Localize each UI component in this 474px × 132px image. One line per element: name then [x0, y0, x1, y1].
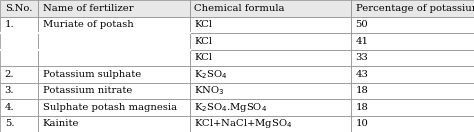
- Text: 18: 18: [356, 103, 368, 112]
- Bar: [38, 16, 190, 33]
- Text: 10: 10: [356, 119, 368, 128]
- Text: 1.: 1.: [5, 20, 14, 29]
- Bar: [351, 16, 474, 33]
- Bar: [38, 66, 190, 82]
- Text: 43: 43: [356, 70, 368, 79]
- Text: 33: 33: [356, 53, 368, 62]
- Bar: [0, 33, 38, 50]
- Bar: [351, 82, 474, 99]
- Bar: [351, 116, 474, 132]
- Bar: [351, 99, 474, 116]
- Text: K$_2$SO$_4$: K$_2$SO$_4$: [194, 68, 228, 81]
- Bar: [190, 116, 351, 132]
- Text: Chemical formula: Chemical formula: [194, 4, 285, 13]
- Bar: [38, 33, 190, 50]
- Bar: [190, 16, 351, 33]
- Text: KCl: KCl: [194, 53, 212, 62]
- Bar: [0, 0, 38, 16]
- Bar: [0, 82, 38, 99]
- Text: 4.: 4.: [5, 103, 14, 112]
- Text: Percentage of potassium: Percentage of potassium: [356, 4, 474, 13]
- Bar: [38, 99, 190, 116]
- Text: 50: 50: [356, 20, 368, 29]
- Text: Name of fertilizer: Name of fertilizer: [43, 4, 133, 13]
- Text: S.No.: S.No.: [5, 4, 32, 13]
- Bar: [190, 33, 351, 50]
- Bar: [351, 50, 474, 66]
- Bar: [190, 66, 351, 82]
- Bar: [0, 50, 38, 66]
- Text: Potassium nitrate: Potassium nitrate: [43, 86, 132, 95]
- Bar: [190, 50, 351, 66]
- Bar: [38, 0, 190, 16]
- Bar: [351, 66, 474, 82]
- Text: K$_2$SO$_4$.MgSO$_4$: K$_2$SO$_4$.MgSO$_4$: [194, 101, 267, 114]
- Bar: [38, 50, 190, 66]
- Text: 3.: 3.: [5, 86, 14, 95]
- Bar: [190, 99, 351, 116]
- Bar: [0, 116, 38, 132]
- Bar: [351, 0, 474, 16]
- Text: 18: 18: [356, 86, 368, 95]
- Text: 41: 41: [356, 37, 368, 46]
- Bar: [190, 82, 351, 99]
- Bar: [0, 16, 38, 33]
- Text: Muriate of potash: Muriate of potash: [43, 20, 133, 29]
- Text: KCl: KCl: [194, 37, 212, 46]
- Bar: [351, 33, 474, 50]
- Bar: [38, 82, 190, 99]
- Bar: [38, 116, 190, 132]
- Text: KCl: KCl: [194, 20, 212, 29]
- Bar: [0, 66, 38, 82]
- Bar: [0, 99, 38, 116]
- Text: Potassium sulphate: Potassium sulphate: [43, 70, 141, 79]
- Text: 5.: 5.: [5, 119, 14, 128]
- Text: KCl+NaCl+MgSO$_4$: KCl+NaCl+MgSO$_4$: [194, 117, 293, 130]
- Text: Kainite: Kainite: [43, 119, 79, 128]
- Text: 2.: 2.: [5, 70, 14, 79]
- Text: KNO$_3$: KNO$_3$: [194, 84, 225, 97]
- Bar: [190, 0, 351, 16]
- Text: Sulphate potash magnesia: Sulphate potash magnesia: [43, 103, 177, 112]
